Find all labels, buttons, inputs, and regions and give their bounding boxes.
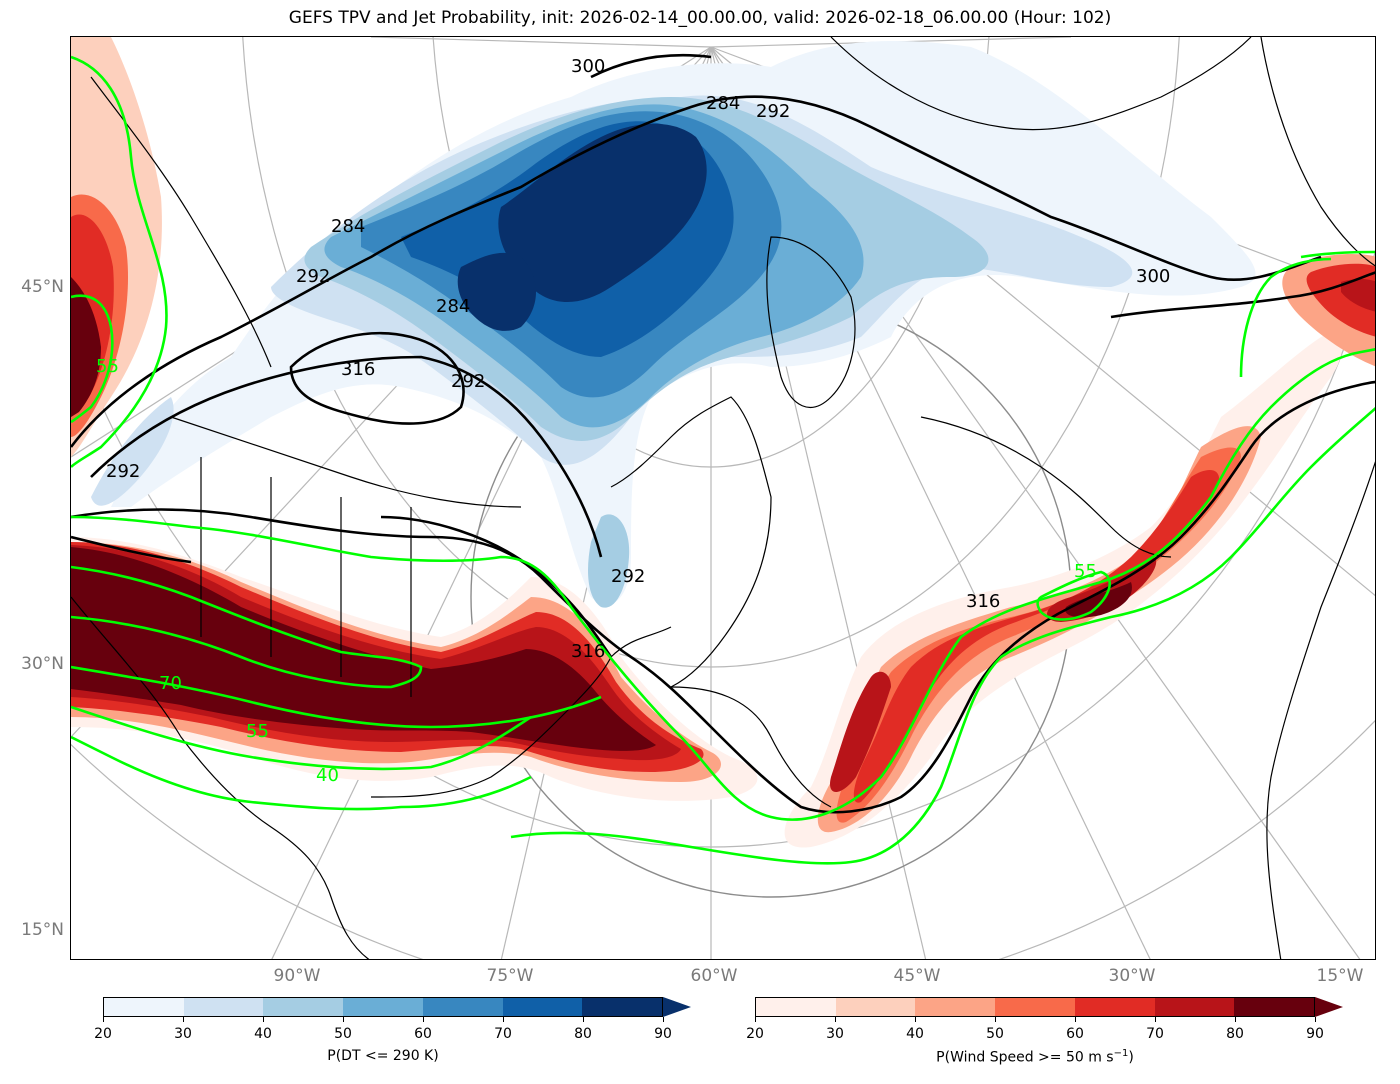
- jet-colorbar-tick-label: 50: [986, 1026, 1004, 1042]
- jet-colorbar-tick-label: 40: [906, 1026, 924, 1042]
- lat-label-45n: 45°N: [21, 277, 64, 297]
- theta-contours: [71, 53, 1375, 814]
- tpv-colorbar-tick-label: 60: [414, 1026, 432, 1042]
- lon-label-45w: 45°W: [893, 966, 941, 986]
- contour-labels: 284 292 292 284 292 292 300 292 316 316 …: [96, 56, 1170, 786]
- theta-label: 292: [756, 101, 790, 122]
- jet-colorbar-tickmark: [1155, 1017, 1156, 1022]
- jet-colorbar-segment: [835, 998, 916, 1016]
- tpv-colorbar-tick-label: 90: [654, 1026, 672, 1042]
- jet-probability-shading: [71, 37, 1375, 848]
- tpv-colorbar-segment: [263, 998, 344, 1016]
- wind-label: 40: [316, 765, 339, 786]
- theta-label: 300: [571, 56, 605, 77]
- theta-label: 292: [106, 461, 140, 482]
- tpv-colorbar-tickmark: [503, 1017, 504, 1022]
- chart-title: GEFS TPV and Jet Probability, init: 2026…: [288, 8, 1112, 28]
- tpv-colorbar-tickmark: [343, 1017, 344, 1022]
- tpv-colorbar: [103, 997, 663, 1017]
- tpv-colorbar-tickmark: [183, 1017, 184, 1022]
- theta-label: 316: [966, 591, 1000, 612]
- tpv-colorbar-tickmark: [103, 1017, 104, 1022]
- wind-label: 55: [246, 721, 269, 742]
- tpv-colorbar-tickmark: [583, 1017, 584, 1022]
- jet-colorbar-tick-label: 20: [746, 1026, 764, 1042]
- jet-colorbar-tick-label: 70: [1146, 1026, 1164, 1042]
- tpv-colorbar-segment: [422, 998, 503, 1016]
- wind-label: 55: [96, 356, 119, 377]
- jet-colorbar-segment: [756, 998, 836, 1016]
- theta-label: 292: [296, 266, 330, 287]
- tpv-colorbar-tickmark: [423, 1017, 424, 1022]
- tpv-colorbar-tickmark: [663, 1017, 664, 1022]
- theta-label: 300: [1136, 266, 1170, 287]
- tpv-probability-shading: [91, 41, 1256, 608]
- wind-contours: [71, 55, 1375, 865]
- tpv-colorbar-segment: [343, 998, 423, 1016]
- tpv-colorbar-tick-label: 40: [254, 1026, 272, 1042]
- jet-colorbar-segment: [1154, 998, 1235, 1016]
- jet-colorbar-segment: [1234, 998, 1315, 1016]
- theta-label: 292: [611, 566, 645, 587]
- jet-colorbar-tickmark: [835, 1017, 836, 1022]
- jet-colorbar-tick-label: 80: [1226, 1026, 1244, 1042]
- jet-colorbar-tickmark: [995, 1017, 996, 1022]
- jet-colorbar-label: P(Wind Speed >= 50 m s−1): [936, 1048, 1134, 1066]
- coastlines: [71, 37, 1375, 959]
- lon-label-30w: 30°W: [1108, 966, 1156, 986]
- theta-label: 284: [436, 296, 470, 317]
- theta-label: 292: [451, 371, 485, 392]
- lat-label-30n: 30°N: [21, 654, 64, 674]
- lon-label-75w: 75°W: [486, 966, 534, 986]
- jet-colorbar-segment: [915, 998, 996, 1016]
- tpv-colorbar-extend-arrow: [663, 997, 691, 1017]
- jet-colorbar-segment: [1074, 998, 1155, 1016]
- jet-colorbar-tickmark: [1315, 1017, 1316, 1022]
- lat-label-15n: 15°N: [21, 920, 64, 940]
- tpv-colorbar-segment: [502, 998, 583, 1016]
- wind-label: 55: [1074, 561, 1097, 582]
- theta-label: 284: [706, 93, 740, 114]
- lon-label-15w: 15°W: [1316, 966, 1364, 986]
- jet-colorbar-segment: [995, 998, 1075, 1016]
- tpv-colorbar-tick-label: 80: [574, 1026, 592, 1042]
- jet-colorbar-tickmark: [915, 1017, 916, 1022]
- jet-colorbar-tickmark: [755, 1017, 756, 1022]
- jet-colorbar-tick-label: 90: [1306, 1026, 1324, 1042]
- map-panel[interactable]: 284 292 292 284 292 292 300 292 316 316 …: [70, 36, 1376, 960]
- jet-colorbar-tickmark: [1075, 1017, 1076, 1022]
- tpv-colorbar-tick-label: 50: [334, 1026, 352, 1042]
- tpv-colorbar-tickmark: [263, 1017, 264, 1022]
- tpv-colorbar-tick-label: 20: [94, 1026, 112, 1042]
- tpv-colorbar-segment: [582, 998, 663, 1016]
- lon-label-60w: 60°W: [690, 966, 738, 986]
- theta-label: 316: [571, 641, 605, 662]
- map-canvas: 284 292 292 284 292 292 300 292 316 316 …: [71, 37, 1375, 959]
- tpv-colorbar-tick-label: 30: [174, 1026, 192, 1042]
- jet-colorbar-extend-arrow: [1315, 997, 1343, 1017]
- wind-label: 70: [159, 673, 182, 694]
- theta-label: 284: [331, 216, 365, 237]
- tpv-colorbar-tick-label: 70: [494, 1026, 512, 1042]
- tpv-colorbar-label: P(DT <= 290 K): [327, 1048, 439, 1064]
- jet-colorbar-tick-label: 30: [826, 1026, 844, 1042]
- jet-colorbar: [755, 997, 1315, 1017]
- lon-label-90w: 90°W: [273, 966, 321, 986]
- tpv-colorbar-segment: [104, 998, 184, 1016]
- jet-colorbar-tick-label: 60: [1066, 1026, 1084, 1042]
- jet-colorbar-tickmark: [1235, 1017, 1236, 1022]
- theta-label: 316: [341, 359, 375, 380]
- tpv-colorbar-segment: [183, 998, 264, 1016]
